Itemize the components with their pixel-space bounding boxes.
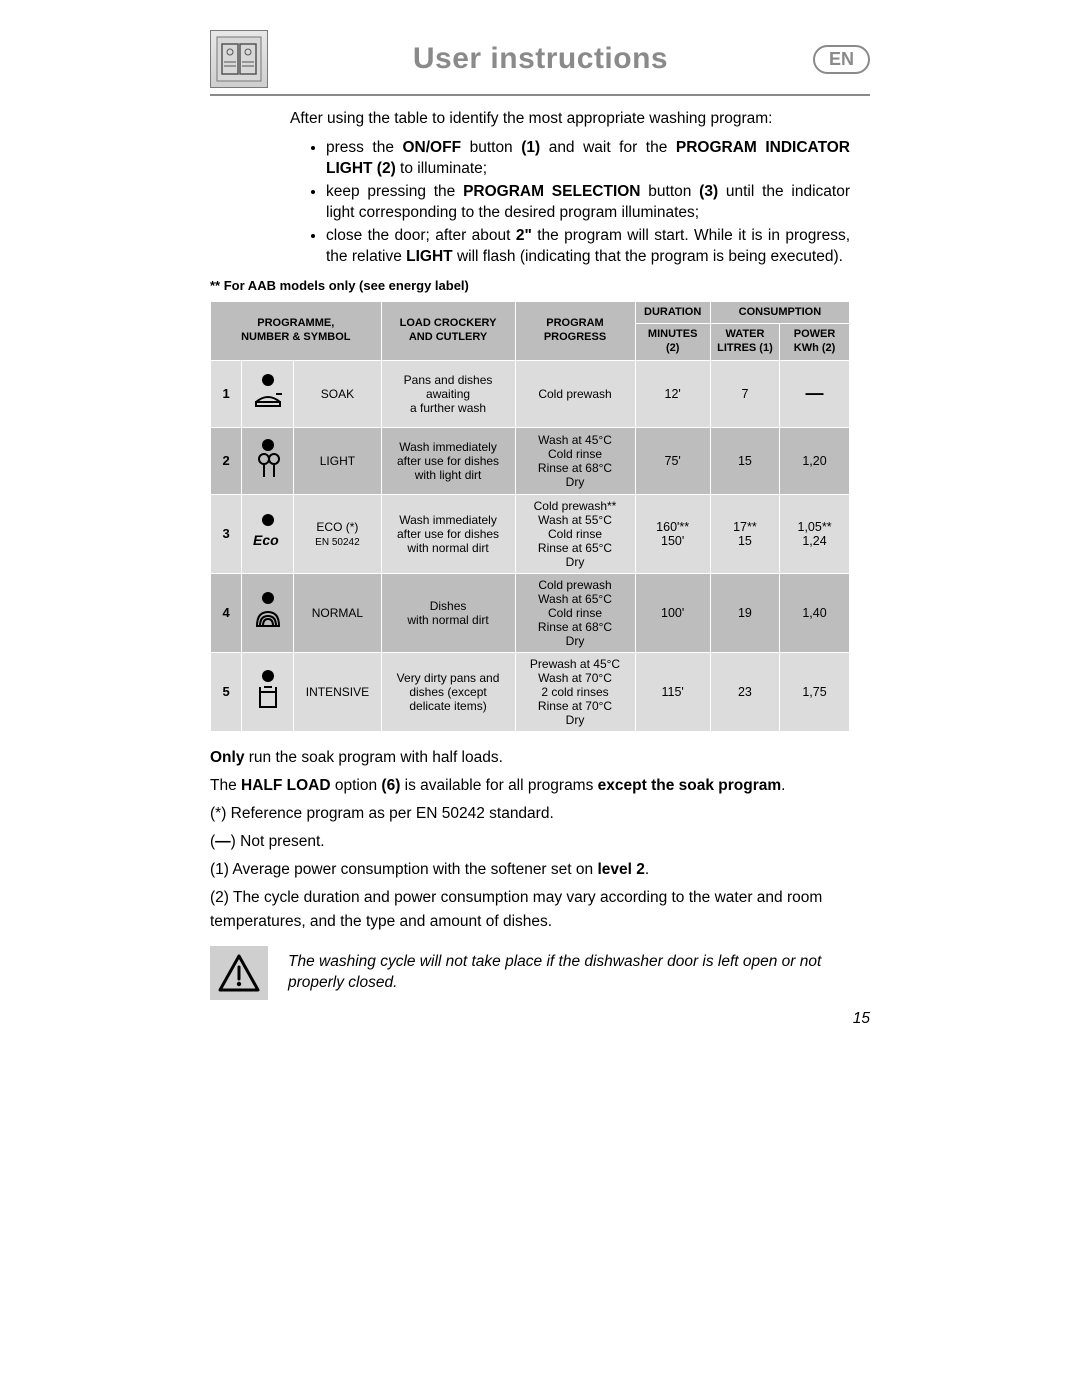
program-symbol-icon: [257, 684, 279, 713]
row-number: 1: [211, 360, 242, 427]
row-load: Disheswith normal dirt: [381, 573, 515, 652]
row-name: NORMAL: [294, 573, 381, 652]
aab-footnote: ** For AAB models only (see energy label…: [210, 278, 870, 293]
page: User instructions EN After using the tab…: [0, 0, 1080, 1397]
row-minutes: 75': [635, 427, 710, 494]
notes-block: Only run the soak program with half load…: [210, 746, 870, 934]
row-number: 5: [211, 652, 242, 731]
indicator-dot-icon: [262, 592, 274, 604]
row-symbol: [242, 652, 294, 731]
note-1: Only run the soak program with half load…: [210, 746, 870, 770]
row-name: INTENSIVE: [294, 652, 381, 731]
indicator-dot-icon: [262, 374, 274, 386]
table-row: 2 LIGHTWash immediatelyafter use for dish…: [211, 427, 850, 494]
warning-row: The washing cycle will not take place if…: [210, 946, 870, 1000]
row-power: 1,75: [780, 652, 850, 731]
th-progress: PROGRAMPROGRESS: [515, 301, 635, 360]
row-water: 17**15: [710, 494, 779, 573]
row-progress: Cold prewashWash at 65°CCold rinseRinse …: [515, 573, 635, 652]
program-symbol-icon: [256, 453, 280, 482]
row-power: 1,20: [780, 427, 850, 494]
row-symbol: [242, 573, 294, 652]
table-row: 3 Eco ECO (*)EN 50242Wash immediatelyafter…: [211, 494, 850, 573]
row-load: Pans and dishesawaitinga further wash: [381, 360, 515, 427]
th-minutes: MINUTES(2): [635, 324, 710, 361]
row-load: Wash immediatelyafter use for disheswith…: [381, 427, 515, 494]
row-number: 4: [211, 573, 242, 652]
th-programme: PROGRAMME,NUMBER & SYMBOL: [211, 301, 382, 360]
page-title: User instructions: [268, 42, 813, 76]
row-progress: Wash at 45°CCold rinseRinse at 68°CDry: [515, 427, 635, 494]
note-5: (1) Average power consumption with the s…: [210, 858, 870, 882]
instruction-list: press the ON/OFF button (1) and wait for…: [326, 138, 850, 268]
table-row: 5 INTENSIVEVery dirty pans anddishes (exc…: [211, 652, 850, 731]
row-progress: Cold prewash: [515, 360, 635, 427]
row-name: ECO (*)EN 50242: [294, 494, 381, 573]
program-table: PROGRAMME,NUMBER & SYMBOL LOAD CROCKERYA…: [210, 301, 850, 732]
program-symbol-icon: [254, 388, 282, 413]
row-number: 2: [211, 427, 242, 494]
row-name: SOAK: [294, 360, 381, 427]
row-name: LIGHT: [294, 427, 381, 494]
program-symbol-icon: [254, 606, 282, 633]
bullet-1: press the ON/OFF button (1) and wait for…: [326, 138, 850, 180]
row-water: 15: [710, 427, 779, 494]
indicator-dot-icon: [262, 514, 274, 526]
content-area: User instructions EN After using the tab…: [210, 30, 870, 1028]
row-minutes: 100': [635, 573, 710, 652]
table-row: 1 SOAKPans and dishesawaitinga further wa…: [211, 360, 850, 427]
manual-icon: [210, 30, 268, 88]
row-minutes: 115': [635, 652, 710, 731]
th-water: WATERLITRES (1): [710, 324, 779, 361]
row-number: 3: [211, 494, 242, 573]
bullet-2: keep pressing the PROGRAM SELECTION butt…: [326, 182, 850, 224]
row-minutes: 160'**150': [635, 494, 710, 573]
language-badge: EN: [813, 45, 870, 74]
row-power: —: [780, 360, 850, 427]
row-water: 23: [710, 652, 779, 731]
row-symbol: Eco: [242, 494, 294, 573]
warning-text: The washing cycle will not take place if…: [288, 952, 848, 994]
note-4: (—) Not present.: [210, 830, 870, 854]
row-water: 7: [710, 360, 779, 427]
svg-text:Eco: Eco: [253, 532, 279, 548]
indicator-dot-icon: [262, 439, 274, 451]
note-3: (*) Reference program as per EN 50242 st…: [210, 802, 870, 826]
th-consumption-group: CONSUMPTION: [710, 301, 849, 324]
note-6: (2) The cycle duration and power consump…: [210, 886, 830, 934]
row-symbol: [242, 427, 294, 494]
header: User instructions EN: [210, 30, 870, 96]
row-water: 19: [710, 573, 779, 652]
note-2: The HALF LOAD option (6) is available fo…: [210, 774, 870, 798]
intro-text: After using the table to identify the mo…: [290, 110, 850, 128]
row-minutes: 12': [635, 360, 710, 427]
indicator-dot-icon: [262, 670, 274, 682]
program-symbol-icon: Eco: [253, 528, 283, 553]
page-number: 15: [210, 1010, 870, 1028]
row-power: 1,40: [780, 573, 850, 652]
row-power: 1,05**1,24: [780, 494, 850, 573]
bullet-3: close the door; after about 2" the progr…: [326, 226, 850, 268]
th-load: LOAD CROCKERYAND CUTLERY: [381, 301, 515, 360]
row-load: Wash immediatelyafter use for disheswith…: [381, 494, 515, 573]
warning-icon: [210, 946, 268, 1000]
row-progress: Prewash at 45°CWash at 70°C2 cold rinses…: [515, 652, 635, 731]
th-duration-group: DURATION: [635, 301, 710, 324]
th-power: POWERKWh (2): [780, 324, 850, 361]
row-load: Very dirty pans anddishes (exceptdelicat…: [381, 652, 515, 731]
row-progress: Cold prewash**Wash at 55°CCold rinseRins…: [515, 494, 635, 573]
table-row: 4 NORMALDisheswith normal dirtCold prewas…: [211, 573, 850, 652]
row-symbol: [242, 360, 294, 427]
